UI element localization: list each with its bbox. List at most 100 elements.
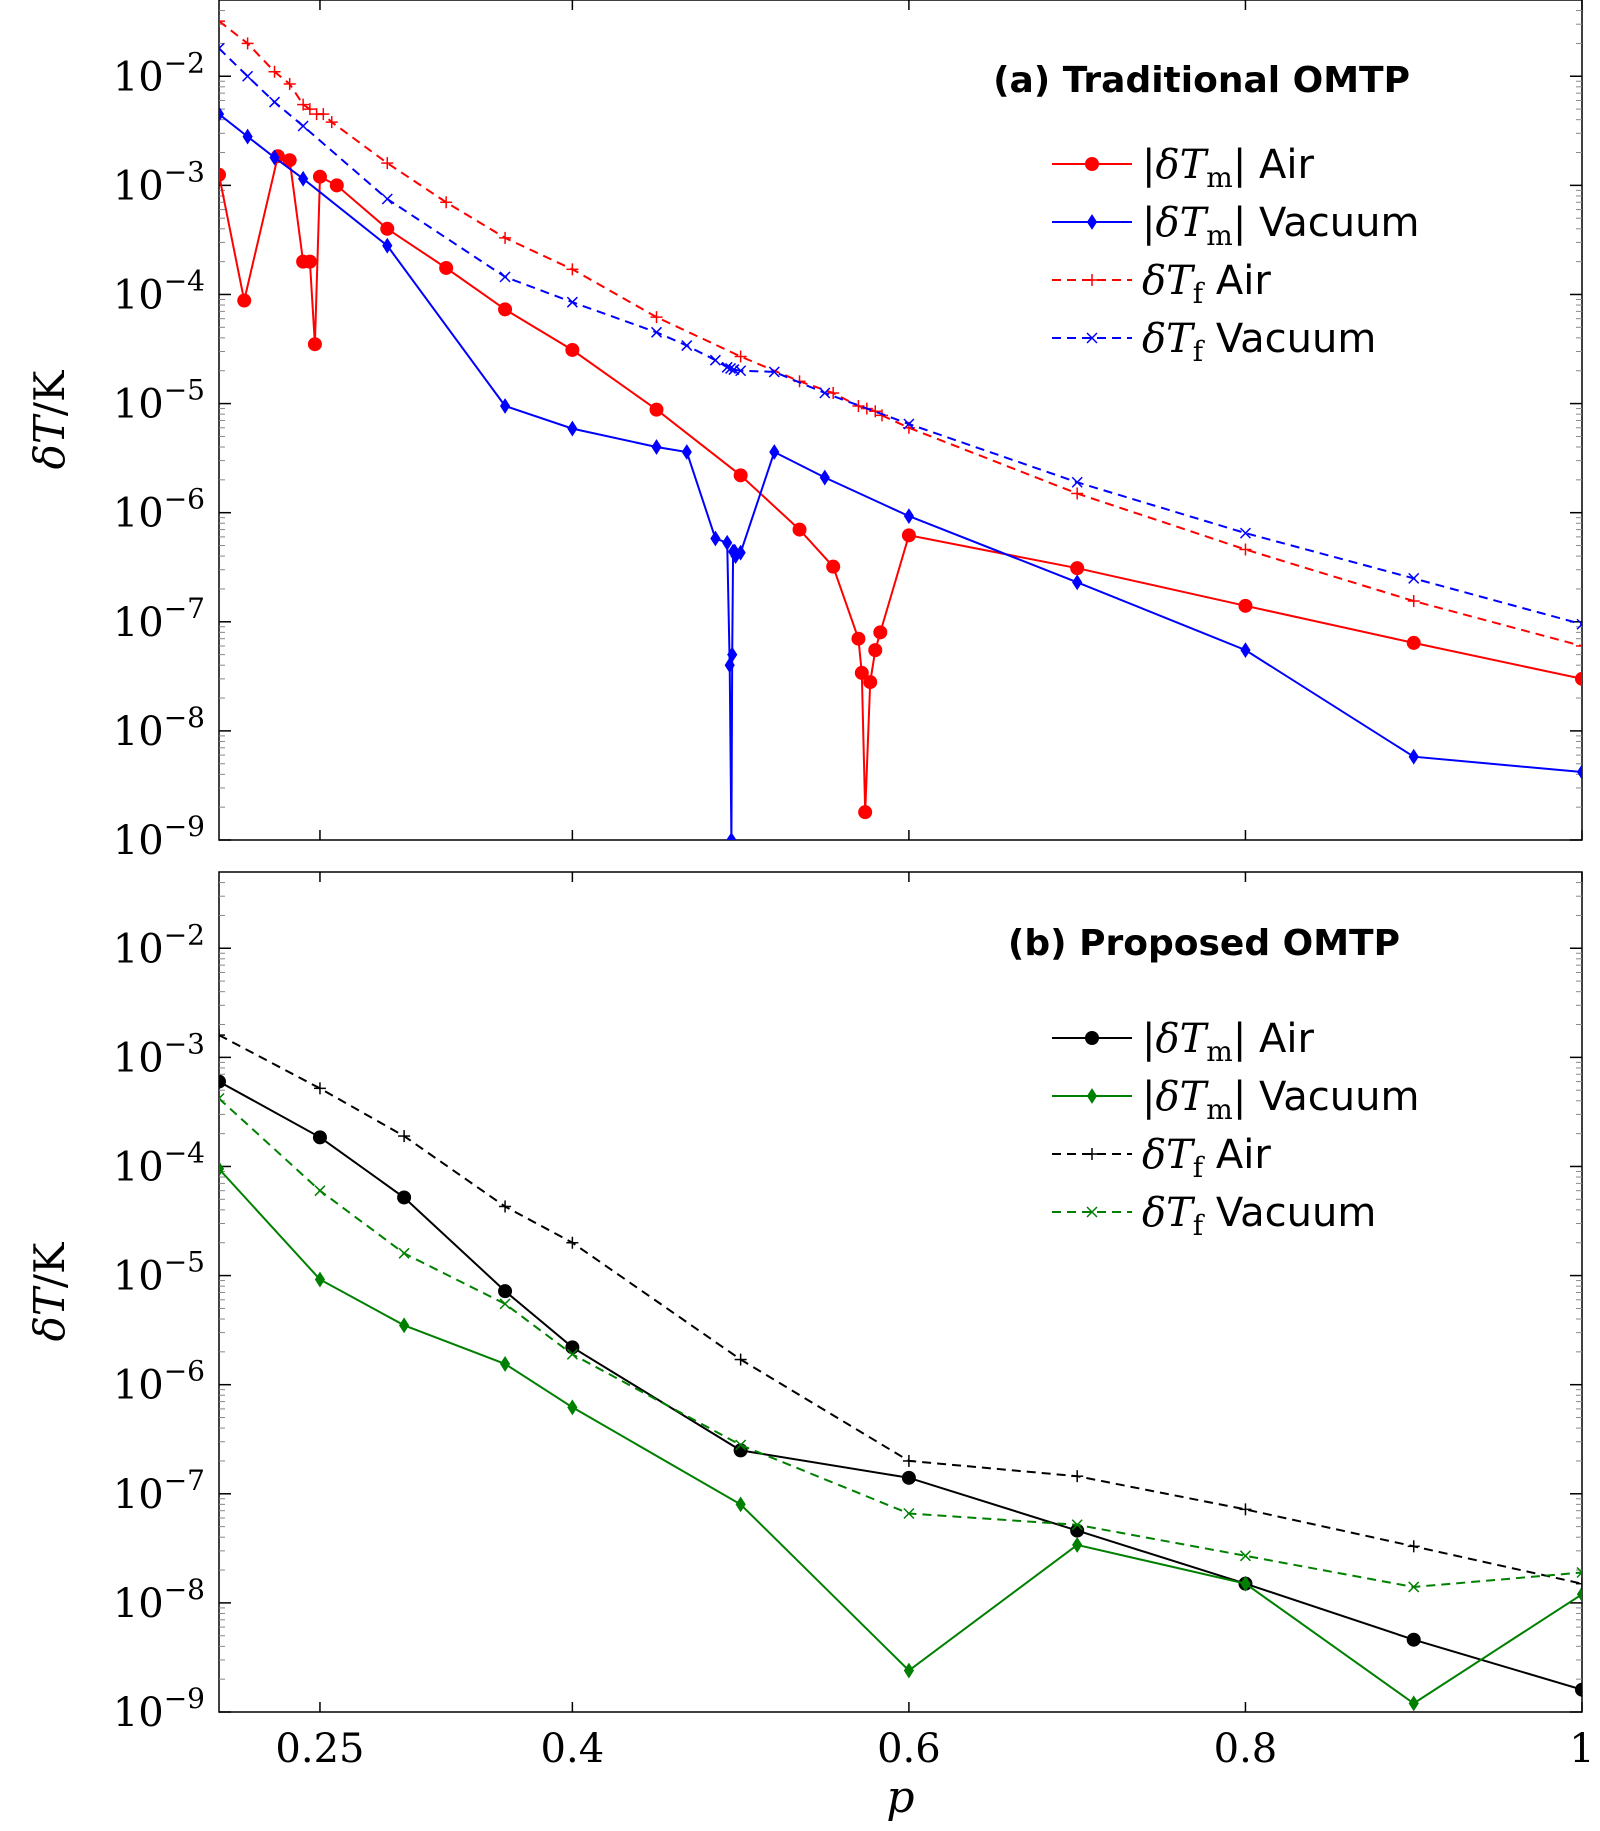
cross-b bbox=[566, 296, 578, 308]
data-point bbox=[283, 77, 296, 90]
data-point bbox=[1086, 1148, 1098, 1160]
legend-symbol: δT bbox=[1142, 316, 1196, 362]
data-point bbox=[313, 1082, 326, 1095]
cross-b bbox=[1086, 1206, 1098, 1218]
cross-b bbox=[1576, 623, 1582, 630]
y-tick-base: 10 bbox=[113, 926, 164, 972]
cross-b bbox=[681, 340, 693, 352]
series-line bbox=[219, 20, 1582, 647]
cross-a bbox=[1576, 618, 1582, 626]
data-point bbox=[439, 260, 454, 275]
data-point bbox=[499, 1355, 511, 1372]
legend-suffix: Vacuum bbox=[1203, 1190, 1376, 1236]
data-point bbox=[242, 70, 254, 82]
data-point bbox=[1070, 1523, 1085, 1538]
series-0 bbox=[219, 1074, 1582, 1697]
cross-b bbox=[725, 362, 737, 374]
data-point bbox=[1085, 1031, 1099, 1045]
y-tick-base: 10 bbox=[113, 1035, 164, 1081]
data-point bbox=[827, 387, 840, 400]
y-tick-base: 10 bbox=[113, 382, 164, 428]
data-point bbox=[1406, 1632, 1421, 1647]
data-point bbox=[499, 231, 512, 244]
data-point bbox=[681, 444, 692, 460]
y-tick-exponent: −4 bbox=[164, 1136, 205, 1169]
y-axis-title: δT/K bbox=[25, 1241, 74, 1341]
series-line bbox=[219, 47, 1582, 626]
x-tick-label: 1 bbox=[1569, 1726, 1594, 1772]
y-tick-base: 10 bbox=[113, 1581, 164, 1627]
data-point bbox=[1086, 1088, 1098, 1104]
data-point bbox=[735, 1496, 746, 1513]
legend-suffix: Air bbox=[1203, 258, 1271, 304]
cross-a bbox=[219, 47, 225, 54]
data-point bbox=[219, 1074, 226, 1089]
legend-suffix: | Vacuum bbox=[1233, 200, 1420, 246]
data-point bbox=[298, 170, 309, 187]
data-point bbox=[565, 342, 580, 357]
cross-a bbox=[1576, 1566, 1582, 1574]
data-point bbox=[681, 340, 693, 352]
data-point bbox=[1576, 1586, 1582, 1603]
series-2 bbox=[219, 15, 1582, 652]
legend-subscript: f bbox=[1193, 1151, 1206, 1184]
data-point bbox=[1407, 595, 1420, 608]
legend-subscript: m bbox=[1206, 161, 1233, 194]
cross-b bbox=[268, 96, 281, 108]
data-point bbox=[1575, 1682, 1582, 1697]
data-point bbox=[329, 178, 344, 193]
data-point bbox=[709, 354, 721, 366]
legend-label: |δTm| Air bbox=[1142, 1016, 1314, 1068]
cross-b bbox=[1408, 1581, 1420, 1593]
legend-subscript: m bbox=[1206, 1093, 1233, 1126]
data-point bbox=[873, 625, 888, 640]
cross-b bbox=[398, 1247, 410, 1259]
y-tick-exponent: −4 bbox=[164, 264, 205, 297]
data-point bbox=[1408, 1695, 1419, 1712]
data-point bbox=[237, 293, 252, 308]
data-point bbox=[728, 364, 740, 376]
data-point bbox=[282, 153, 297, 168]
data-point bbox=[1071, 1519, 1083, 1531]
data-point bbox=[1239, 543, 1252, 556]
data-point bbox=[325, 116, 338, 129]
y-tick-label: 10−6 bbox=[113, 1355, 205, 1409]
panel-title: (a) Traditional OMTP bbox=[993, 60, 1410, 101]
y-tick-label: 10−3 bbox=[113, 1027, 205, 1081]
data-point bbox=[875, 409, 888, 422]
data-point bbox=[769, 444, 780, 460]
cross-b bbox=[1239, 527, 1251, 539]
x-tick-label: 0.6 bbox=[877, 1726, 941, 1772]
data-point bbox=[381, 157, 394, 170]
data-point bbox=[399, 1317, 410, 1334]
data-point bbox=[851, 631, 866, 646]
y-tick-exponent: −6 bbox=[164, 1355, 205, 1388]
data-point bbox=[1072, 1536, 1083, 1553]
data-point bbox=[1072, 574, 1083, 591]
cross-b bbox=[1071, 1519, 1083, 1531]
legend-symbol: δT bbox=[1142, 258, 1196, 304]
data-point bbox=[219, 15, 225, 28]
data-point bbox=[499, 1200, 512, 1213]
data-point bbox=[852, 400, 865, 413]
data-point bbox=[219, 167, 226, 182]
cross-b bbox=[219, 42, 225, 50]
data-point bbox=[710, 530, 721, 547]
data-point bbox=[901, 528, 916, 543]
y-tick-base: 10 bbox=[113, 272, 164, 318]
data-point bbox=[735, 1439, 747, 1451]
panel-title: (b) Proposed OMTP bbox=[1008, 923, 1400, 964]
cross-b bbox=[314, 1185, 326, 1197]
cross-b bbox=[768, 366, 780, 378]
series-line bbox=[219, 154, 1582, 813]
data-point bbox=[1086, 332, 1098, 344]
y-tick-label: 10−5 bbox=[113, 1246, 205, 1300]
data-point bbox=[1408, 1581, 1420, 1593]
y-tick-exponent: −7 bbox=[164, 1464, 205, 1497]
cross-a bbox=[219, 1097, 225, 1105]
legend-symbol: δT bbox=[1155, 142, 1209, 188]
cross-b bbox=[721, 361, 733, 373]
y-tick-base: 10 bbox=[113, 600, 164, 646]
